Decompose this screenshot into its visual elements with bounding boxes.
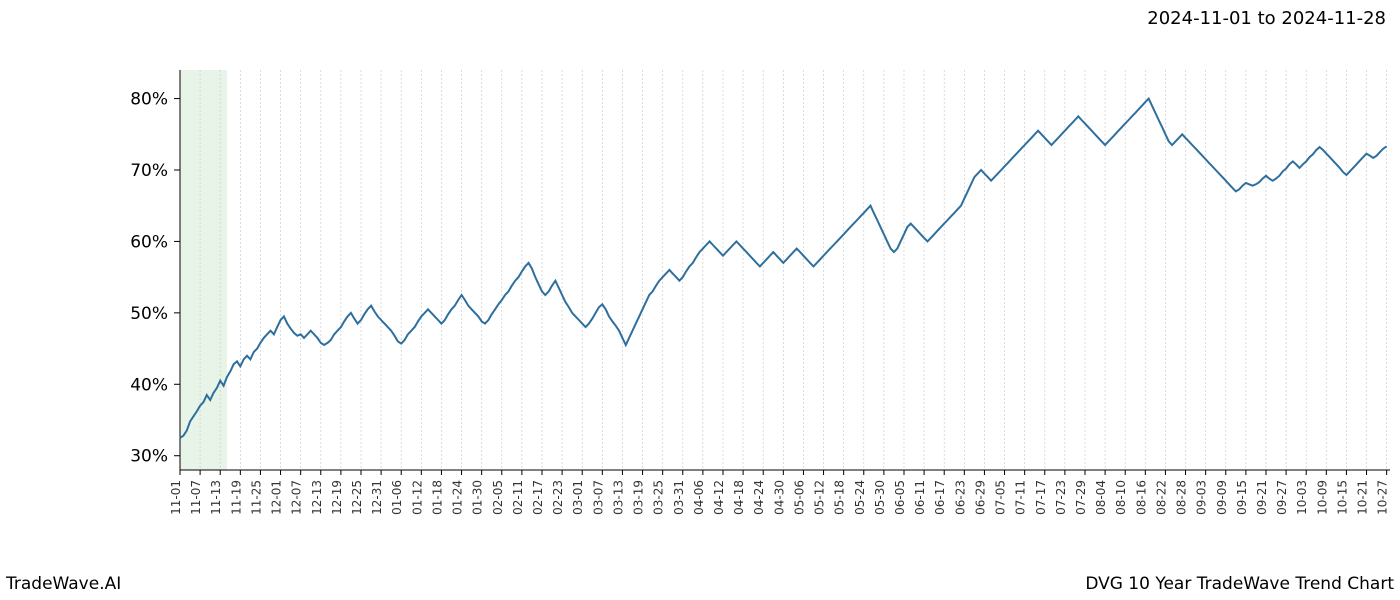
xtick-label: 04-06	[692, 480, 706, 515]
chart-title-label: DVG 10 Year TradeWave Trend Chart	[1085, 574, 1394, 594]
xtick-label: 05-24	[853, 480, 867, 515]
xtick-label: 05-18	[833, 480, 847, 515]
xtick-label: 04-24	[752, 480, 766, 515]
xtick-label: 10-09	[1315, 480, 1329, 515]
xtick-label: 10-21	[1356, 480, 1370, 515]
xtick-label: 05-06	[792, 480, 806, 515]
xtick-label: 02-23	[551, 480, 565, 515]
xtick-label: 01-24	[451, 480, 465, 515]
ytick-label: 40%	[130, 375, 168, 395]
xtick-label: 04-30	[772, 480, 786, 515]
ytick-label: 30%	[130, 447, 168, 467]
xtick-label: 08-22	[1154, 480, 1168, 515]
xtick-label: 09-15	[1235, 480, 1249, 515]
xtick-label: 06-23	[953, 480, 967, 515]
xtick-label: 04-12	[712, 480, 726, 515]
xtick-label: 09-27	[1275, 480, 1289, 515]
xtick-label: 07-29	[1074, 480, 1088, 515]
trend-chart: 30% 40% 50% 60% 70% 80% 11-01 11-07 11-13 11-19 11…	[0, 0, 1400, 600]
xtick-label: 09-21	[1255, 480, 1269, 515]
xtick-label: 11-01	[169, 480, 183, 515]
xtick-label: 06-05	[893, 480, 907, 515]
xtick-label: 01-30	[471, 480, 485, 515]
ytick-label: 70%	[130, 161, 168, 181]
ytick-label: 60%	[130, 232, 168, 252]
xtick-label: 01-18	[430, 480, 444, 515]
xtick-label: 02-11	[511, 480, 525, 515]
xtick-label: 11-13	[209, 480, 223, 515]
ytick-label: 50%	[130, 304, 168, 324]
xtick-label: 12-07	[290, 480, 304, 515]
xtick-label: 08-04	[1094, 480, 1108, 515]
xtick-label: 10-27	[1376, 480, 1390, 515]
xtick-label: 12-25	[350, 480, 364, 515]
xtick-label: 11-07	[189, 480, 203, 515]
xtick-label: 07-11	[1014, 480, 1028, 515]
ytick-label: 80%	[130, 90, 168, 110]
xtick-label: 07-05	[994, 480, 1008, 515]
xtick-label: 08-10	[1114, 480, 1128, 515]
xtick-label: 01-06	[390, 480, 404, 515]
xtick-label: 05-12	[813, 480, 827, 515]
xtick-label: 08-28	[1175, 480, 1189, 515]
xtick-label: 04-18	[732, 480, 746, 515]
xtick-label: 07-23	[1054, 480, 1068, 515]
xtick-label: 05-30	[873, 480, 887, 515]
xtick-label: 03-19	[632, 480, 646, 515]
xtick-label: 07-17	[1034, 480, 1048, 515]
xtick-label: 03-25	[652, 480, 666, 515]
xtick-label: 03-13	[611, 480, 625, 515]
xtick-label: 12-13	[310, 480, 324, 515]
date-range-label: 2024-11-01 to 2024-11-28	[1147, 8, 1386, 29]
xtick-label: 10-15	[1335, 480, 1349, 515]
xtick-label: 09-03	[1195, 480, 1209, 515]
xtick-label: 06-17	[933, 480, 947, 515]
xtick-label: 11-19	[229, 480, 243, 515]
xtick-label: 12-31	[370, 480, 384, 515]
xtick-label: 03-31	[672, 480, 686, 515]
brand-label: TradeWave.AI	[6, 574, 121, 594]
xtick-label: 03-01	[571, 480, 585, 515]
xtick-label: 08-16	[1134, 480, 1148, 515]
xtick-label: 09-09	[1215, 480, 1229, 515]
xtick-label: 01-12	[410, 480, 424, 515]
xtick-label: 02-05	[491, 480, 505, 515]
xtick-label: 11-25	[249, 480, 263, 515]
xtick-label: 12-01	[270, 480, 284, 515]
xtick-label: 10-03	[1295, 480, 1309, 515]
xtick-label: 02-17	[531, 480, 545, 515]
chart-container: 2024-11-01 to 2024-11-28 30% 40% 50% 60% 70%…	[0, 0, 1400, 600]
xtick-label: 06-29	[973, 480, 987, 515]
xtick-label: 06-11	[913, 480, 927, 515]
xtick-label: 03-07	[591, 480, 605, 515]
xtick-label: 12-19	[330, 480, 344, 515]
